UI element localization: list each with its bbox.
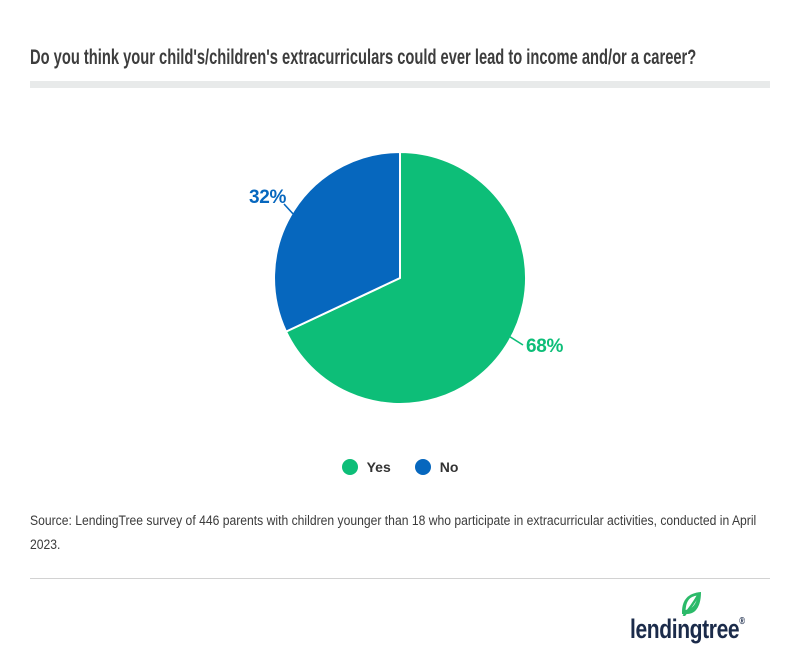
pie-label-no: 32% — [249, 187, 287, 208]
pie-label-yes: 68% — [526, 336, 564, 357]
logo-wordmark: lendingtree® — [630, 603, 745, 648]
leaf-icon — [682, 592, 701, 616]
chart-legend: Yes No — [0, 459, 800, 475]
logo-brand-text: lendingtree — [630, 614, 740, 644]
legend-dot-yes-icon — [341, 459, 358, 475]
legend-dot-no-icon — [414, 459, 431, 475]
legend-label-no: No — [439, 459, 459, 475]
leader-line-no — [283, 203, 296, 217]
legend-item-no: No — [414, 459, 459, 475]
pie-chart — [273, 151, 527, 405]
lendingtree-logo: lendingtree® — [630, 592, 775, 648]
title-divider — [30, 81, 770, 88]
registered-trademark: ® — [739, 616, 745, 627]
legend-item-yes: Yes — [341, 459, 391, 475]
pie-slice-no — [273, 151, 401, 333]
leader-line-yes — [503, 332, 524, 346]
page-title: Do you think your child's/children's ext… — [30, 46, 697, 69]
pie-slice-yes — [285, 151, 527, 405]
footer-divider — [30, 578, 770, 579]
legend-label-yes: Yes — [366, 459, 391, 475]
source-note: Source: LendingTree survey of 446 parent… — [30, 513, 757, 552]
